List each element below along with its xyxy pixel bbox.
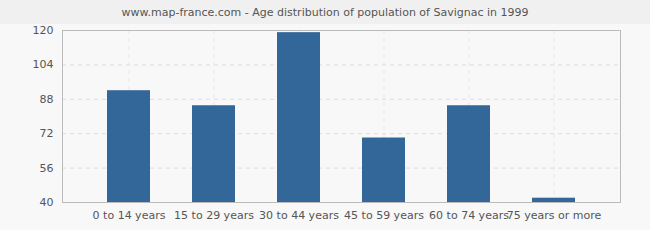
- svg-text:30 to 44 years: 30 to 44 years: [259, 209, 339, 222]
- svg-text:0 to 14 years: 0 to 14 years: [93, 209, 166, 222]
- svg-text:120: 120: [33, 24, 54, 37]
- svg-text:60 to 74 years: 60 to 74 years: [429, 209, 509, 222]
- svg-text:72: 72: [40, 127, 54, 140]
- svg-text:45 to 59 years: 45 to 59 years: [344, 209, 424, 222]
- svg-text:40: 40: [40, 196, 54, 209]
- svg-text:104: 104: [33, 58, 54, 71]
- svg-text:88: 88: [40, 93, 54, 106]
- svg-text:56: 56: [40, 162, 54, 175]
- svg-text:75 years or more: 75 years or more: [507, 209, 602, 222]
- svg-text:15 to 29 years: 15 to 29 years: [174, 209, 254, 222]
- html-text:www.map-france.com - Age distr: www.map-france.com - Age distribution of…: [121, 6, 529, 19]
